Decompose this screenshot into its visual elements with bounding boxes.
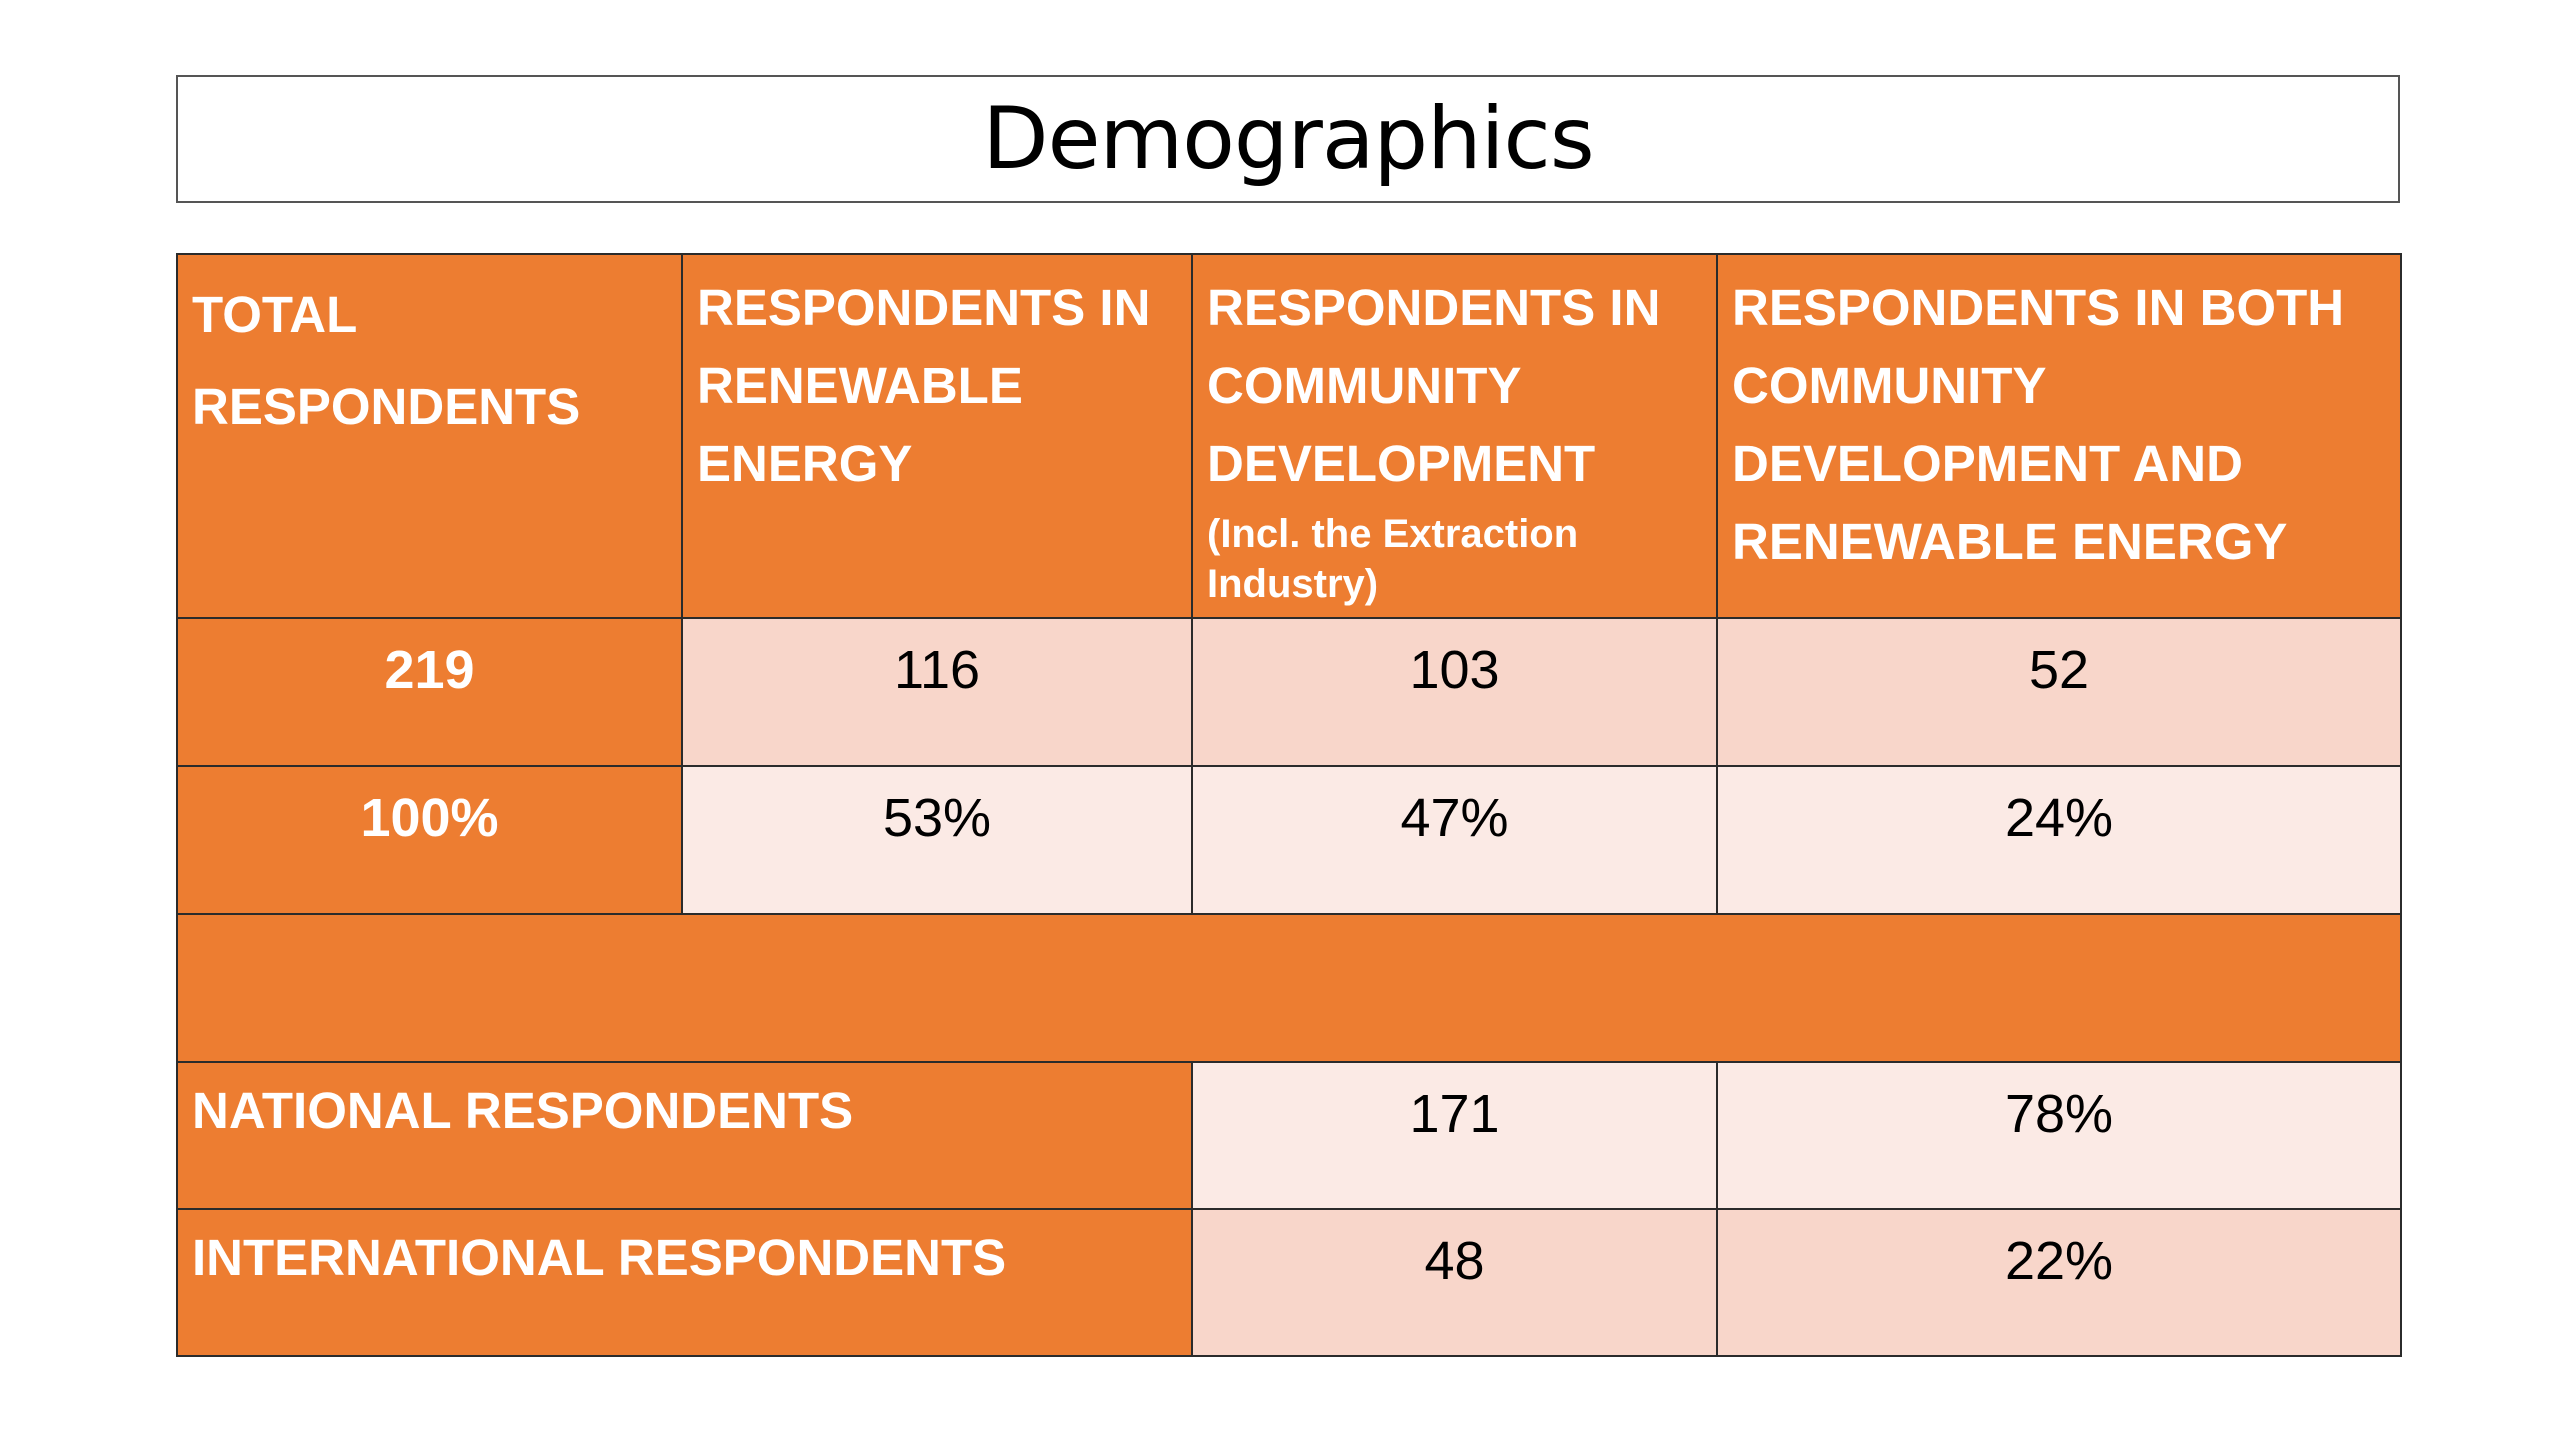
title-box: Demographics	[176, 75, 2400, 203]
renewable-percent: 53%	[681, 765, 1193, 915]
spacer-row	[176, 913, 2402, 1063]
national-count: 171	[1191, 1061, 1718, 1210]
demographics-table: TOTAL RESPONDENTS RESPONDENTS IN RENEWAB…	[176, 253, 2402, 1357]
national-row: NATIONAL RESPONDENTS 171 78%	[176, 1061, 2402, 1210]
header-both: RESPONDENTS IN BOTH COMMUNITY DEVELOPMEN…	[1716, 253, 2402, 619]
header-total-respondents: TOTAL RESPONDENTS	[176, 253, 683, 619]
renewable-count: 116	[681, 617, 1193, 767]
both-percent: 24%	[1716, 765, 2402, 915]
header-renewable-energy: RESPONDENTS IN RENEWABLE ENERGY	[681, 253, 1193, 619]
counts-row: 219 116 103 52	[176, 617, 2402, 767]
header-community-development: RESPONDENTS IN COMMUNITY DEVELOPMENT (In…	[1191, 253, 1718, 619]
spacer-cell	[176, 913, 2402, 1063]
national-percent: 78%	[1716, 1061, 2402, 1210]
page-title: Demographics	[982, 89, 1594, 189]
percents-row: 100% 53% 47% 24%	[176, 765, 2402, 915]
community-count: 103	[1191, 617, 1718, 767]
international-row: INTERNATIONAL RESPONDENTS 48 22%	[176, 1208, 2402, 1357]
both-count: 52	[1716, 617, 2402, 767]
header-row: TOTAL RESPONDENTS RESPONDENTS IN RENEWAB…	[176, 253, 2402, 619]
international-count: 48	[1191, 1208, 1718, 1357]
total-percent: 100%	[176, 765, 683, 915]
international-label: INTERNATIONAL RESPONDENTS	[176, 1208, 1193, 1357]
header-community-note: (Incl. the Extraction Industry)	[1207, 512, 1579, 606]
community-percent: 47%	[1191, 765, 1718, 915]
national-label: NATIONAL RESPONDENTS	[176, 1061, 1193, 1210]
total-count: 219	[176, 617, 683, 767]
international-percent: 22%	[1716, 1208, 2402, 1357]
